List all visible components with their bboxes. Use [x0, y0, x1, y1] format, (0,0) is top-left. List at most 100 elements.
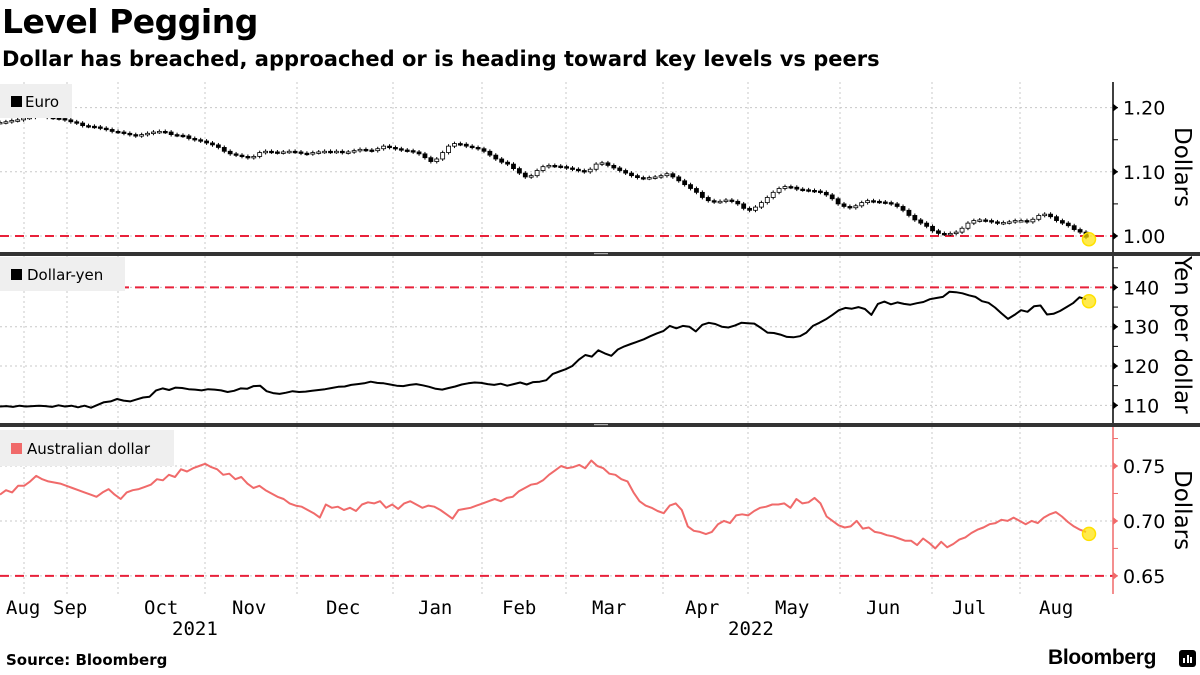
- candle-body: [239, 154, 245, 158]
- candle-body: [652, 176, 658, 179]
- candle-body: [806, 189, 811, 192]
- candle-body: [670, 173, 676, 178]
- candle-body: [534, 170, 540, 177]
- grid-layer: [0, 82, 1113, 594]
- candle-body: [334, 150, 339, 154]
- candle-body: [1036, 215, 1042, 220]
- candle-body: [457, 143, 463, 146]
- axis-layer: 1.20 1.10 1.00 140 130 120 110 0.75 0.70 0.65: [1112, 82, 1165, 594]
- candle-body: [930, 225, 935, 232]
- candle-body: [505, 161, 510, 165]
- y-tick-label: 1.10: [1123, 162, 1165, 184]
- candle-body: [540, 166, 546, 171]
- y-tick-label: 1.20: [1123, 98, 1165, 120]
- candle-body: [298, 151, 304, 154]
- candle-body: [1054, 216, 1059, 221]
- candle-body: [345, 151, 351, 154]
- candle-body: [1059, 220, 1065, 224]
- candle-body: [723, 199, 729, 202]
- candle-body: [953, 231, 959, 235]
- threshold-layer: [0, 234, 1113, 577]
- candle-body: [882, 201, 888, 204]
- panel-separator-handle[interactable]: [594, 424, 608, 426]
- candle-body: [127, 132, 133, 136]
- candle-body: [711, 200, 717, 203]
- candle-body: [9, 120, 15, 123]
- yen-line: [0, 290, 1087, 409]
- legend-swatch: [11, 96, 22, 107]
- candle-body: [959, 227, 965, 233]
- candle-body: [452, 143, 457, 147]
- candle-body: [971, 220, 977, 224]
- candle-body: [304, 152, 310, 156]
- x-axis-month-label: Jul: [952, 597, 986, 619]
- candle-body: [15, 119, 21, 122]
- candle-body: [292, 150, 298, 154]
- source-note: Source: Bloomberg: [6, 651, 168, 669]
- candle-body: [428, 157, 434, 162]
- panel-separator-handle[interactable]: [594, 253, 608, 255]
- candle-body: [989, 220, 994, 223]
- y-tick-label: 120: [1123, 356, 1159, 378]
- candle-body: [965, 222, 971, 229]
- candle-body: [611, 164, 617, 169]
- candle-body: [941, 232, 947, 236]
- chart-canvas: 1.20 1.10 1.00 140 130 120 110 0.75 0.70 0.65 Eur…: [0, 82, 1200, 640]
- legend-aud: Australian dollar: [0, 430, 174, 466]
- candle-body: [446, 145, 451, 153]
- legend-euro: Euro: [0, 84, 72, 118]
- candle-body: [747, 207, 752, 211]
- candle-body: [233, 153, 239, 156]
- chart-subtitle: Dollar has breached, approached or is he…: [2, 47, 880, 71]
- candle-body: [688, 184, 693, 189]
- y-tick-label: 130: [1123, 317, 1159, 339]
- candle-body: [92, 125, 97, 129]
- candle-body: [847, 206, 853, 209]
- candle-body: [210, 142, 215, 146]
- candle-body: [469, 145, 475, 149]
- x-axis-month-label: Aug: [6, 597, 40, 619]
- candle-body: [528, 175, 534, 178]
- candle-body: [192, 138, 198, 141]
- x-axis-month-label: Apr: [685, 597, 719, 619]
- candle-body: [699, 191, 705, 198]
- series-layer: [0, 113, 1097, 550]
- latest-value-highlight: [1081, 526, 1097, 542]
- candle-body: [322, 150, 328, 154]
- candle-body: [676, 176, 682, 182]
- candle-body: [835, 198, 841, 205]
- candle-body: [906, 209, 912, 216]
- candle-body: [3, 121, 9, 124]
- candle-body: [829, 194, 835, 200]
- candle-body: [741, 203, 747, 209]
- candle-body: [363, 148, 369, 152]
- candle-body: [682, 180, 688, 186]
- candle-body: [924, 222, 930, 227]
- y-axis-title-yen: Yen per dollar: [1169, 255, 1195, 414]
- latest-value-highlight: [1081, 231, 1097, 247]
- x-axis-month-label: Nov: [232, 597, 266, 619]
- candle-body: [74, 121, 80, 124]
- candle-body: [782, 186, 788, 189]
- y-tick-label: 1.00: [1123, 226, 1165, 248]
- candle-body: [522, 172, 528, 178]
- candle-body: [381, 145, 387, 150]
- candle-body: [581, 170, 587, 173]
- candle-body: [794, 186, 800, 190]
- candle-body: [151, 131, 156, 134]
- candle-body: [221, 147, 227, 152]
- candle-body: [888, 202, 894, 205]
- candle-body: [62, 118, 68, 121]
- candle-body: [788, 186, 794, 189]
- candle-body: [729, 199, 735, 202]
- x-axis-month-label: Oct: [144, 597, 178, 619]
- candle-body: [404, 149, 410, 152]
- candle-body: [1000, 222, 1006, 225]
- candle-body: [186, 135, 192, 139]
- bloomberg-chart-icon: [1179, 650, 1196, 667]
- candle-body: [800, 188, 806, 192]
- candle-body: [410, 150, 416, 153]
- candle-body: [269, 150, 274, 154]
- candle-body: [658, 175, 664, 178]
- candle-body: [174, 134, 180, 137]
